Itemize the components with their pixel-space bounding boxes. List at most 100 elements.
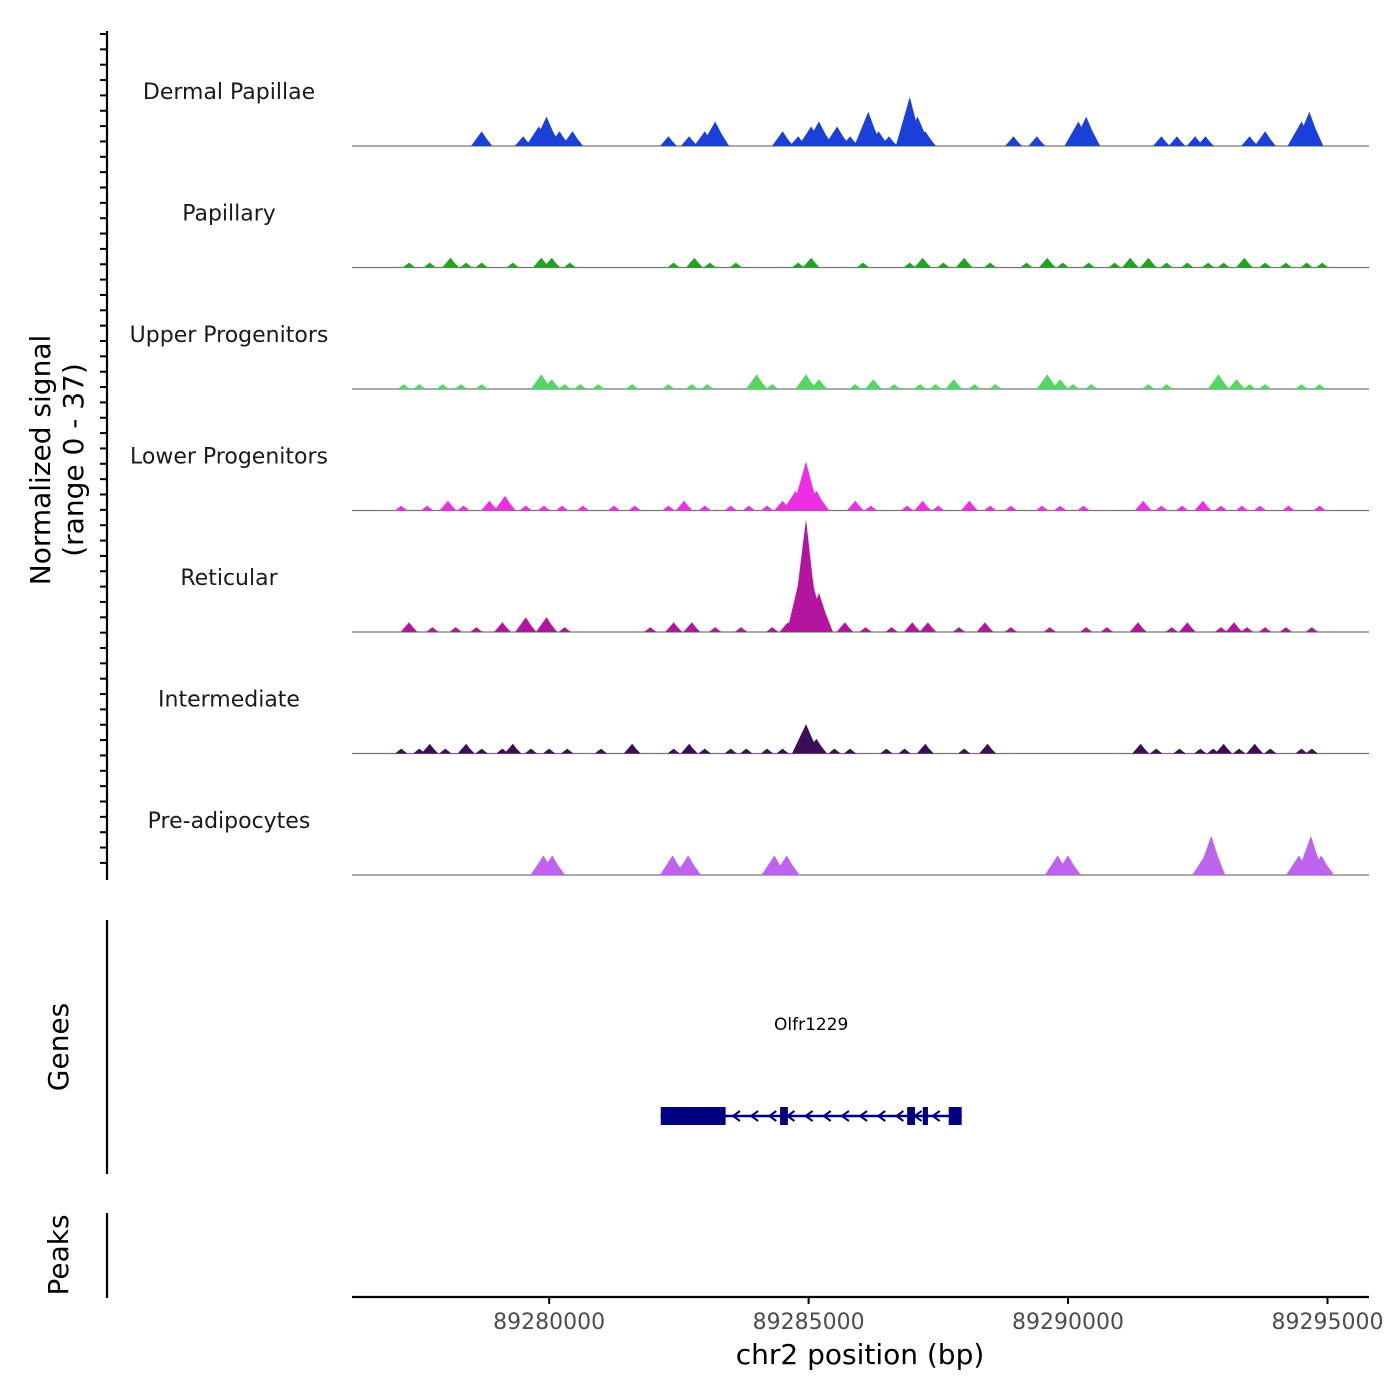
x-axis-tick-label: 89285000 [753,1310,865,1335]
coverage-peak [865,379,882,389]
x-axis-tick-label: 89290000 [1012,1310,1124,1335]
track-label: Papillary [182,202,276,227]
coverage-peak [1197,136,1214,146]
coverage-peak [628,505,641,511]
coverage-peak [515,617,537,632]
coverage-peak [903,622,921,632]
coverage-peak [976,622,994,632]
coverage-peak [888,384,901,389]
coverage-peak [724,748,737,754]
coverage-peak [607,505,621,511]
coverage-peak [1225,622,1243,632]
gene-exon [660,1107,726,1125]
coverage-peak [1282,505,1295,511]
gene-exon [907,1107,915,1125]
coverage-peak [1259,262,1272,268]
coverage-peak [810,379,828,389]
coverage-peak [880,748,893,754]
coverage-peak [1121,257,1139,268]
strand-arrow [767,1110,777,1122]
coverage-peak [1194,748,1207,754]
coverage-peak [1142,384,1155,389]
coverage-peak [1215,743,1233,754]
coverage-peak [475,384,488,389]
track-label: Dermal Papillae [143,80,315,105]
coverage-peak [421,743,439,754]
coverage-peak [436,384,450,389]
coverage-peak [1228,379,1246,389]
coverage-peak [675,855,702,875]
coverage-peak [543,379,561,389]
coverage-peak [1316,262,1329,268]
coverage-peak [400,622,418,632]
coverage-y-axis-title-line1: Normalized signal [24,335,57,586]
coverage-peak [1129,622,1147,632]
coverage-peak [535,617,558,632]
coverage-peak [1038,257,1056,268]
coverage-peak [1028,136,1046,146]
coverage-peak [864,505,878,511]
track-label: Lower Progenitors [130,445,328,470]
coverage-peak [1165,627,1179,632]
coverage-peak [804,121,833,146]
gene-label: Olfr1229 [774,1015,848,1035]
coverage-peak [439,748,452,754]
coverage-peak [1020,262,1033,268]
coverage-peak [442,257,459,268]
coverage-peak [1134,500,1152,511]
coverage-peak [558,384,571,389]
coverage-peak [1051,379,1069,389]
coverage-peak [1279,627,1293,632]
coverage-peak [1305,748,1319,754]
coverage-peak [1168,136,1186,146]
coverage-peak [576,505,590,511]
coverage-peak [836,622,854,632]
coverage-peak [494,495,516,511]
coverage-peak [1264,748,1277,754]
coverage-peak [1036,374,1058,389]
coverage-peak [828,748,841,754]
coverage-peak [772,131,794,146]
coverage-peak [423,262,437,268]
coverage-peak [558,627,571,632]
coverage-y-axis-title-line2: (range 0 - 37) [57,363,90,557]
coverage-peak [667,748,680,754]
coverage-peak [824,126,850,146]
coverage-peak [662,505,675,511]
coverage-peak [914,500,932,511]
coverage-peak [1308,855,1335,875]
coverage-peak [1173,748,1186,754]
coverage-y-axis-ticks [100,33,107,864]
coverage-peak [1140,257,1157,268]
coverage-peak [1259,384,1272,389]
coverage-peak [397,384,411,389]
coverage-peak [1235,505,1249,511]
coverage-peak [561,748,574,754]
coverage-peak [1201,262,1215,268]
coverage-peak [740,748,753,754]
coverage-peak [532,116,561,146]
coverage-peak [1055,855,1081,875]
coverage-peak [459,262,473,268]
coverage-peak [1295,384,1308,389]
coverage-peak [1153,136,1170,146]
coverage-peak [1072,116,1101,146]
coverage-peak [402,262,416,268]
coverage-peak [859,627,872,632]
coverage-peak [880,136,898,146]
coverage-peak [1313,384,1326,389]
coverage-peak [457,505,470,511]
coverage-peak [742,505,756,511]
coverage-peak [1233,748,1246,754]
coverage-peak [680,136,698,146]
coverage-peak [470,627,483,632]
coverage-peak [561,131,584,146]
coverage-peak [395,505,408,511]
coverage-peak [802,257,820,268]
coverage-peak [665,622,683,632]
coverage-peak [766,384,779,389]
coverage-peak [1054,505,1067,511]
coverage-peak [574,384,587,389]
coverage-peak [683,622,701,632]
